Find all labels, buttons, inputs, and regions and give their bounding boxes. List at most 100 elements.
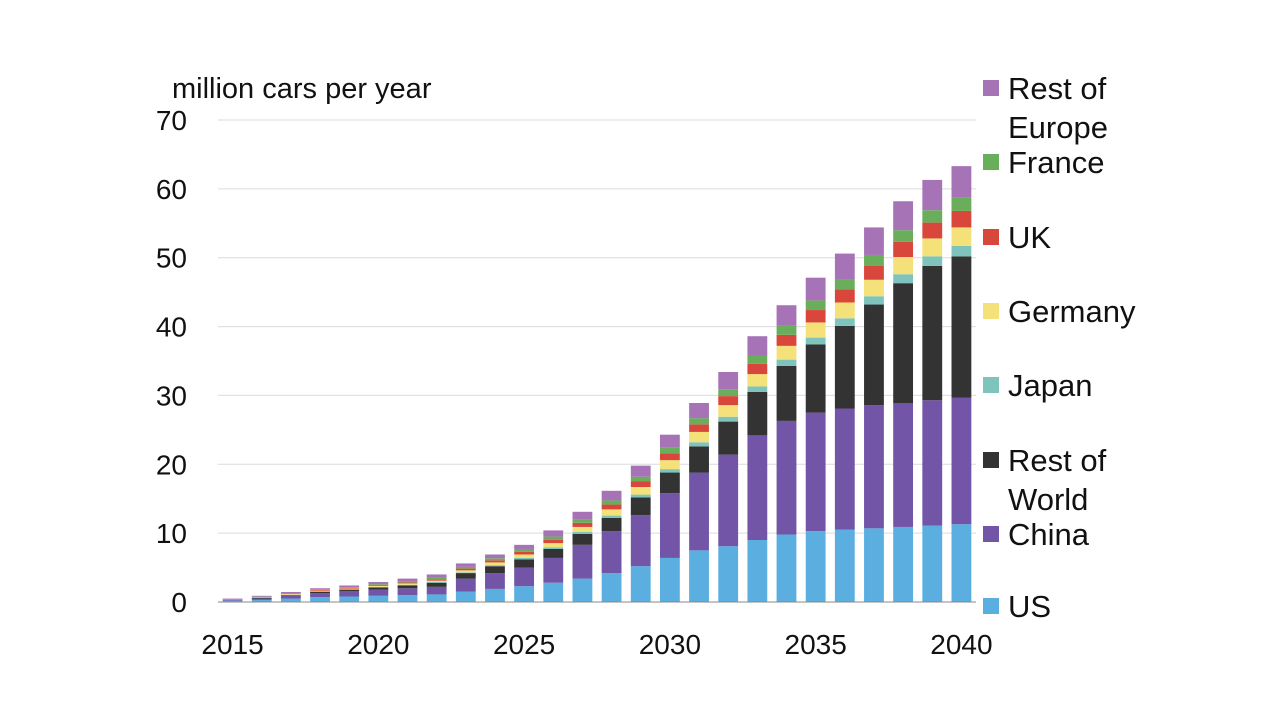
bar-us-2025 <box>514 586 535 602</box>
bar-china-2027 <box>572 544 593 579</box>
bar-japan-2028 <box>601 515 622 518</box>
bar-rest-of-world-2030 <box>659 472 680 494</box>
bar-japan-2031 <box>689 442 709 447</box>
bar-us-2026 <box>543 582 564 602</box>
bar-china-2029 <box>630 515 651 567</box>
bar-france-2032 <box>718 389 739 397</box>
bar-uk-2025 <box>514 551 535 555</box>
legend-swatch-rest-of-europe <box>983 80 999 96</box>
bar-china-2024 <box>485 573 505 589</box>
bar-germany-2018 <box>310 590 330 592</box>
bar-japan-2022 <box>426 582 447 583</box>
bar-rest-of-europe-2022 <box>426 574 447 578</box>
bar-uk-2018 <box>310 589 330 591</box>
bar-us-2015 <box>222 600 243 602</box>
x-tick-label: 2040 <box>930 629 992 660</box>
bar-germany-2038 <box>893 257 914 275</box>
bar-germany-2017 <box>280 594 301 595</box>
bar-uk-2038 <box>893 241 914 258</box>
bar-rest-of-europe-2037 <box>864 227 884 255</box>
bar-rest-of-europe-2026 <box>543 530 564 537</box>
legend-label-uk: UK <box>1008 220 1051 255</box>
legend-label-japan: Japan <box>1008 368 1092 403</box>
bar-us-2021 <box>397 595 418 602</box>
bar-rest-of-world-2021 <box>397 585 418 589</box>
bar-us-2027 <box>572 578 593 602</box>
bar-rest-of-europe-2027 <box>572 511 593 520</box>
bar-uk-2021 <box>397 582 418 584</box>
bar-rest-of-world-2029 <box>630 497 651 516</box>
y-tick-label: 60 <box>156 174 187 205</box>
bar-japan-2039 <box>922 256 943 266</box>
bar-japan-2030 <box>659 469 680 473</box>
bar-china-2016 <box>251 598 272 600</box>
bar-rest-of-europe-2033 <box>747 336 768 356</box>
bar-us-2038 <box>893 526 914 602</box>
legend-label-rest-of-europe: Europe <box>1008 110 1108 145</box>
bar-france-2020 <box>368 584 389 586</box>
bar-uk-2035 <box>805 310 826 323</box>
bar-rest-of-europe-2031 <box>689 403 709 419</box>
bar-japan-2025 <box>514 557 535 560</box>
bar-france-2030 <box>659 447 680 454</box>
bar-japan-2035 <box>805 337 826 345</box>
y-tick-label: 70 <box>156 105 187 136</box>
bar-china-2019 <box>339 590 360 597</box>
bar-us-2034 <box>776 534 797 602</box>
bar-france-2038 <box>893 230 914 242</box>
bar-uk-2031 <box>689 424 709 432</box>
bar-japan-2021 <box>397 584 418 586</box>
bar-china-2035 <box>805 412 826 532</box>
bar-germany-2040 <box>951 227 972 247</box>
bar-rest-of-europe-2029 <box>630 465 651 477</box>
bar-rest-of-world-2038 <box>893 283 914 404</box>
legend-swatch-germany <box>983 303 999 319</box>
bar-rest-of-europe-2040 <box>951 166 972 198</box>
bar-germany-2026 <box>543 543 564 548</box>
bar-rest-of-europe-2018 <box>310 588 330 590</box>
bar-japan-2034 <box>776 359 797 366</box>
bar-us-2029 <box>630 566 651 602</box>
bar-us-2023 <box>455 591 476 602</box>
bar-us-2024 <box>485 588 505 602</box>
legend-label-rest-of-world: World <box>1008 482 1088 517</box>
bar-germany-2031 <box>689 431 709 443</box>
bar-rest-of-world-2034 <box>776 365 797 421</box>
x-tick-label: 2025 <box>493 629 555 660</box>
bar-china-2015 <box>222 599 243 601</box>
bar-germany-2029 <box>630 487 651 495</box>
bar-us-2031 <box>689 550 709 602</box>
bar-france-2019 <box>339 587 360 588</box>
bar-china-2032 <box>718 454 739 547</box>
bar-rest-of-world-2040 <box>951 256 972 398</box>
bar-japan-2036 <box>834 318 855 326</box>
bar-rest-of-world-2024 <box>485 566 505 574</box>
bar-china-2040 <box>951 397 972 525</box>
bar-us-2037 <box>864 528 884 602</box>
bar-france-2037 <box>864 254 884 266</box>
bar-germany-2030 <box>659 460 680 470</box>
bar-us-2022 <box>426 594 447 602</box>
y-tick-label: 30 <box>156 380 187 411</box>
y-tick-label: 0 <box>171 587 187 618</box>
bar-uk-2023 <box>455 568 476 571</box>
bar-uk-2019 <box>339 587 360 589</box>
bar-us-2033 <box>747 540 768 602</box>
bar-rest-of-world-2035 <box>805 344 826 413</box>
bar-uk-2036 <box>834 289 855 303</box>
bar-rest-of-europe-2023 <box>455 563 476 567</box>
bar-germany-2027 <box>572 526 593 532</box>
bar-rest-of-world-2016 <box>251 597 272 599</box>
bar-china-2018 <box>310 593 330 598</box>
bar-rest-of-europe-2025 <box>514 544 535 549</box>
bar-france-2021 <box>397 581 418 583</box>
bar-rest-of-world-2037 <box>864 304 884 406</box>
bar-france-2040 <box>951 197 972 211</box>
bar-japan-2032 <box>718 416 739 422</box>
y-axis: 0 10 20 30 40 50 60 70 <box>156 105 187 618</box>
bar-china-2037 <box>864 405 884 529</box>
bar-china-2022 <box>426 586 447 595</box>
bar-china-2033 <box>747 435 768 541</box>
bar-rest-of-europe-2017 <box>280 592 301 594</box>
